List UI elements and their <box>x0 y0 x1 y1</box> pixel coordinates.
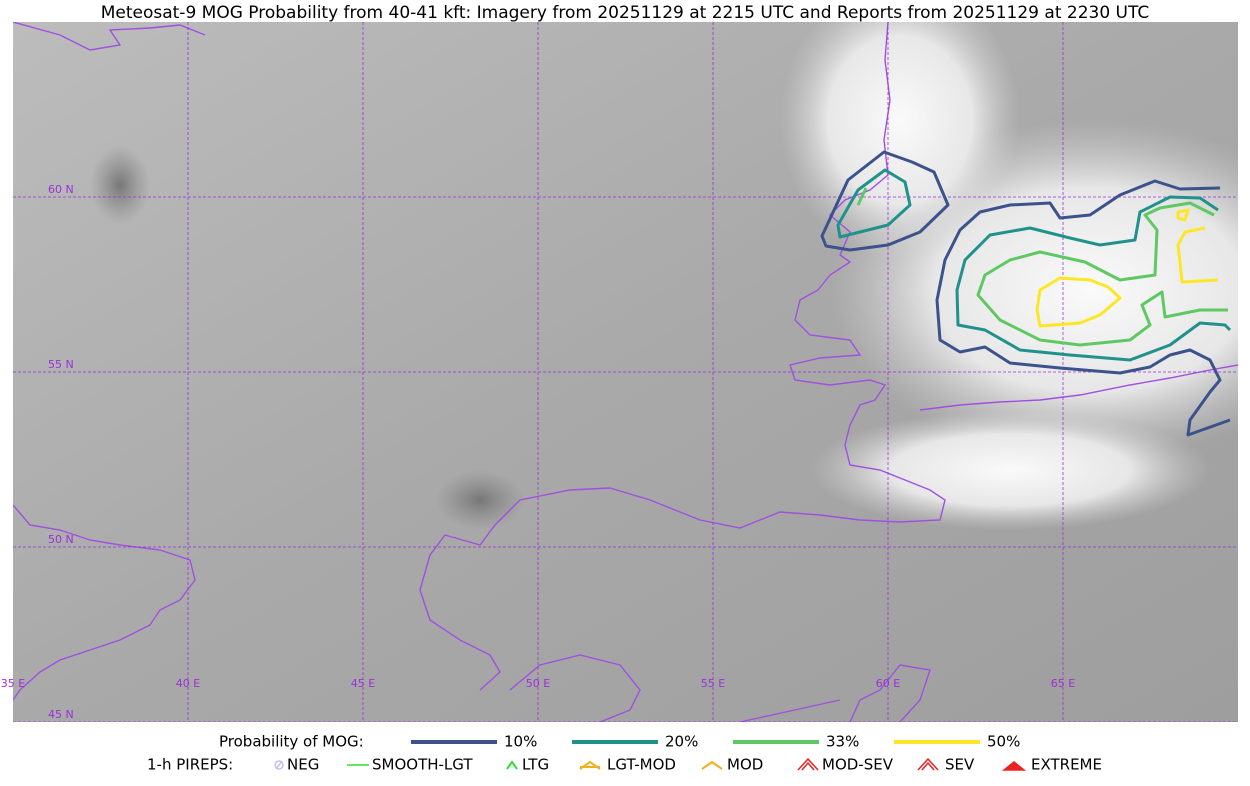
cloud <box>810 410 1210 530</box>
lon-label: 35 E <box>1 677 25 690</box>
icon-mod-sev <box>797 757 819 771</box>
icon-sev <box>917 757 939 771</box>
icon-neg <box>275 760 283 770</box>
contour-20 <box>955 195 1232 362</box>
lat-label: 60 N <box>48 183 74 196</box>
pirep-entry: LGT-MOD <box>607 756 676 774</box>
contour-10 <box>820 150 950 252</box>
legend: Probability of MOG: 1-h PIREPS: 10% 20% 33… <box>147 733 1102 774</box>
pirep-entry: SMOOTH-LGT <box>372 756 473 774</box>
coastline <box>919 364 1238 411</box>
lon-label: 50 E <box>526 677 550 690</box>
pirep-entry: NEG <box>287 756 319 774</box>
pirep-entry: MOD-SEV <box>822 756 894 774</box>
coastline <box>13 22 206 51</box>
legend-entry: 50% <box>987 733 1020 751</box>
contour-10 <box>935 179 1231 437</box>
pirep-entry: LTG <box>522 756 549 774</box>
lon-label: 45 E <box>351 677 375 690</box>
icon-ltg <box>506 760 518 770</box>
lon-label: 60 E <box>876 677 900 690</box>
contour-50 <box>1176 226 1219 284</box>
pirep-icons <box>274 757 1027 771</box>
legend-entry: 10% <box>504 733 537 751</box>
legend-label: 1-h PIREPS: <box>147 756 233 774</box>
contour-33 <box>856 187 868 206</box>
coastline <box>509 654 641 722</box>
icon-neg <box>274 760 284 770</box>
pirep-entry: SEV <box>945 756 975 774</box>
icon-lgt-mod <box>579 760 601 770</box>
pirep-entry: MOD <box>727 756 763 774</box>
lat-label: 50 N <box>48 533 74 546</box>
pirep-entry: EXTREME <box>1031 756 1102 774</box>
icon-extreme <box>1001 761 1027 771</box>
contour-50 <box>1176 208 1190 222</box>
dry-slot <box>435 470 525 530</box>
legend-entry: 20% <box>665 733 698 751</box>
contour-50 <box>1035 276 1122 328</box>
graticule <box>13 22 1238 722</box>
legend-entry: 33% <box>826 733 859 751</box>
map <box>13 22 1238 722</box>
lat-label: 55 N <box>48 358 74 371</box>
contour-20 <box>836 168 912 239</box>
coastline <box>13 504 196 701</box>
contour-33 <box>976 201 1228 347</box>
coastlines <box>13 22 1238 722</box>
contours <box>820 150 1232 437</box>
icon-mod <box>701 760 723 770</box>
coastline <box>419 22 946 691</box>
dry-slot <box>90 145 150 225</box>
coastline <box>739 699 841 722</box>
lat-label: 45 N <box>48 708 74 721</box>
lon-label: 55 E <box>701 677 725 690</box>
legend-label: Probability of MOG: <box>219 733 364 751</box>
coastline <box>849 664 931 722</box>
lon-label: 65 E <box>1051 677 1075 690</box>
lon-label: 40 E <box>176 677 200 690</box>
title: Meteosat-9 MOG Probability from 40-41 kf… <box>101 3 1150 23</box>
